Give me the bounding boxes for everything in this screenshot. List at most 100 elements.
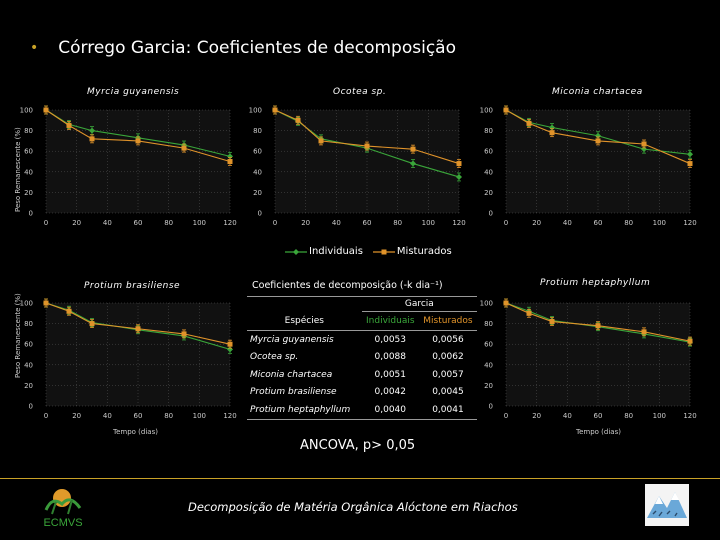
coef-col-especies: Espécies xyxy=(247,311,362,331)
table-cell: Ocotea sp. xyxy=(250,352,299,363)
data-point-misturados xyxy=(641,141,647,147)
x-tick-label: 40 xyxy=(332,219,341,227)
data-point-misturados xyxy=(503,107,509,113)
table-cell: Protium brasiliense xyxy=(250,387,337,398)
data-point-misturados xyxy=(364,143,370,149)
table-cell: 0,0051 xyxy=(374,369,407,380)
slide-title: • Córrego Garcia: Coeficientes de decompo… xyxy=(30,38,456,58)
x-tick-label: 0 xyxy=(44,219,48,227)
legend-label-individuais: Individuais xyxy=(309,246,363,257)
table-cell: 0,0045 xyxy=(432,387,464,398)
data-point-misturados xyxy=(641,329,647,335)
x-tick-label: 40 xyxy=(103,219,112,227)
data-point-misturados xyxy=(595,323,601,329)
y-tick-label: 40 xyxy=(484,168,493,176)
data-point-individuais xyxy=(687,151,693,158)
table-row: Ocotea sp. 0,0088 0,0062 xyxy=(247,349,477,367)
mountain-logo-icon xyxy=(645,484,689,526)
coef-group-header: Garcia xyxy=(361,296,477,312)
x-tick-label: 80 xyxy=(624,412,633,420)
data-point-misturados xyxy=(687,161,693,167)
data-point-misturados xyxy=(89,321,95,327)
table-cell: 0,0053 xyxy=(374,334,407,345)
y-tick-label: 100 xyxy=(20,107,33,115)
data-point-misturados xyxy=(135,326,141,332)
table-row: Miconia chartacea 0,0051 0,0057 xyxy=(247,366,477,384)
data-point-misturados xyxy=(89,136,95,142)
table-cell: 0,0057 xyxy=(432,369,464,380)
data-point-misturados xyxy=(227,159,233,164)
legend-item-misturados: Misturados xyxy=(372,246,452,257)
table-cell: 0,0062 xyxy=(432,352,464,363)
y-tick-label: 100 xyxy=(249,107,262,115)
x-tick-label: 40 xyxy=(563,412,572,420)
x-tick-label: 60 xyxy=(134,412,143,420)
y-tick-label: 0 xyxy=(489,403,493,411)
x-tick-label: 0 xyxy=(504,219,508,227)
data-point-misturados xyxy=(687,338,693,344)
y-tick-label: 60 xyxy=(24,341,33,349)
series-line-misturados xyxy=(45,302,231,345)
data-point-misturados xyxy=(318,138,324,144)
y-tick-label: 100 xyxy=(480,300,493,308)
x-tick-label: 100 xyxy=(653,219,666,227)
table-cell: Miconia chartacea xyxy=(250,369,333,380)
y-tick-label: 40 xyxy=(24,168,33,176)
data-point-misturados xyxy=(503,300,509,306)
y-tick-label: 20 xyxy=(24,382,33,390)
chart-title-ocotea: Ocotea sp. xyxy=(333,87,387,97)
legend-item-individuais: Individuais xyxy=(285,246,363,257)
y-tick-label: 0 xyxy=(29,210,33,218)
chart-title-protium-brasiliense: Protium brasiliense xyxy=(84,281,181,291)
y-tick-label: 60 xyxy=(253,148,262,156)
legend-line-square-icon xyxy=(372,249,395,254)
chart-title-protium-heptaphyllum: Protium heptaphyllum xyxy=(540,278,651,288)
legend-line-diamond-icon xyxy=(285,248,307,255)
y-tick-label: 20 xyxy=(253,189,262,197)
y-tick-label: 80 xyxy=(24,320,33,328)
data-point-misturados xyxy=(66,122,72,128)
x-tick-label: 100 xyxy=(422,219,435,227)
data-point-misturados xyxy=(43,300,49,306)
logo-text: ECMVS xyxy=(43,517,82,529)
y-tick-label: 100 xyxy=(20,300,33,308)
x-tick-label: 100 xyxy=(193,219,206,227)
series-line-misturados xyxy=(45,109,231,163)
x-tick-label: 120 xyxy=(223,412,236,420)
ancova-result: ANCOVA, p> 0,05 xyxy=(300,438,416,453)
coef-table: Garcia Espécies Individuais Misturados M… xyxy=(247,296,477,420)
table-cell: 0,0088 xyxy=(374,352,407,363)
ecmvs-logo-icon: ECMVS xyxy=(43,489,83,529)
data-point-individuais xyxy=(456,173,462,180)
x-tick-label: 20 xyxy=(532,219,541,227)
x-tick-label: 20 xyxy=(301,219,310,227)
x-tick-label: 40 xyxy=(103,412,112,420)
footer-divider xyxy=(0,478,720,479)
x-tick-label: 120 xyxy=(683,412,696,420)
x-tick-label: 120 xyxy=(683,219,696,227)
x-tick-label: 80 xyxy=(624,219,633,227)
x-tick-label: 40 xyxy=(563,219,572,227)
coef-col-misturados: Misturados xyxy=(418,311,477,331)
chart-title-myrcia: Myrcia guyanensis xyxy=(87,87,180,97)
x-tick-label: 0 xyxy=(504,412,508,420)
y-tick-label: 20 xyxy=(484,382,493,390)
legend-label-misturados: Misturados xyxy=(396,246,452,257)
data-point-misturados xyxy=(410,146,416,152)
coef-table-title: Coeficientes de decomposição (-k dia⁻¹) xyxy=(252,280,443,291)
y-tick-label: 80 xyxy=(484,127,493,135)
x-tick-label: 100 xyxy=(653,412,666,420)
x-tick-label: 100 xyxy=(193,412,206,420)
footer-text: Decomposição de Matéria Orgânica Alócton… xyxy=(188,500,518,514)
x-tick-label: 120 xyxy=(223,219,236,227)
x-tick-label: 20 xyxy=(72,219,81,227)
table-row: Protium heptaphyllum 0,0040 0,0041 xyxy=(247,401,477,420)
data-point-misturados xyxy=(456,161,462,167)
data-point-misturados xyxy=(43,107,49,113)
legend: Individuais Misturados xyxy=(285,246,462,257)
y-tick-label: 0 xyxy=(29,403,33,411)
series-line-misturados xyxy=(274,109,460,165)
x-tick-label: 20 xyxy=(72,412,81,420)
